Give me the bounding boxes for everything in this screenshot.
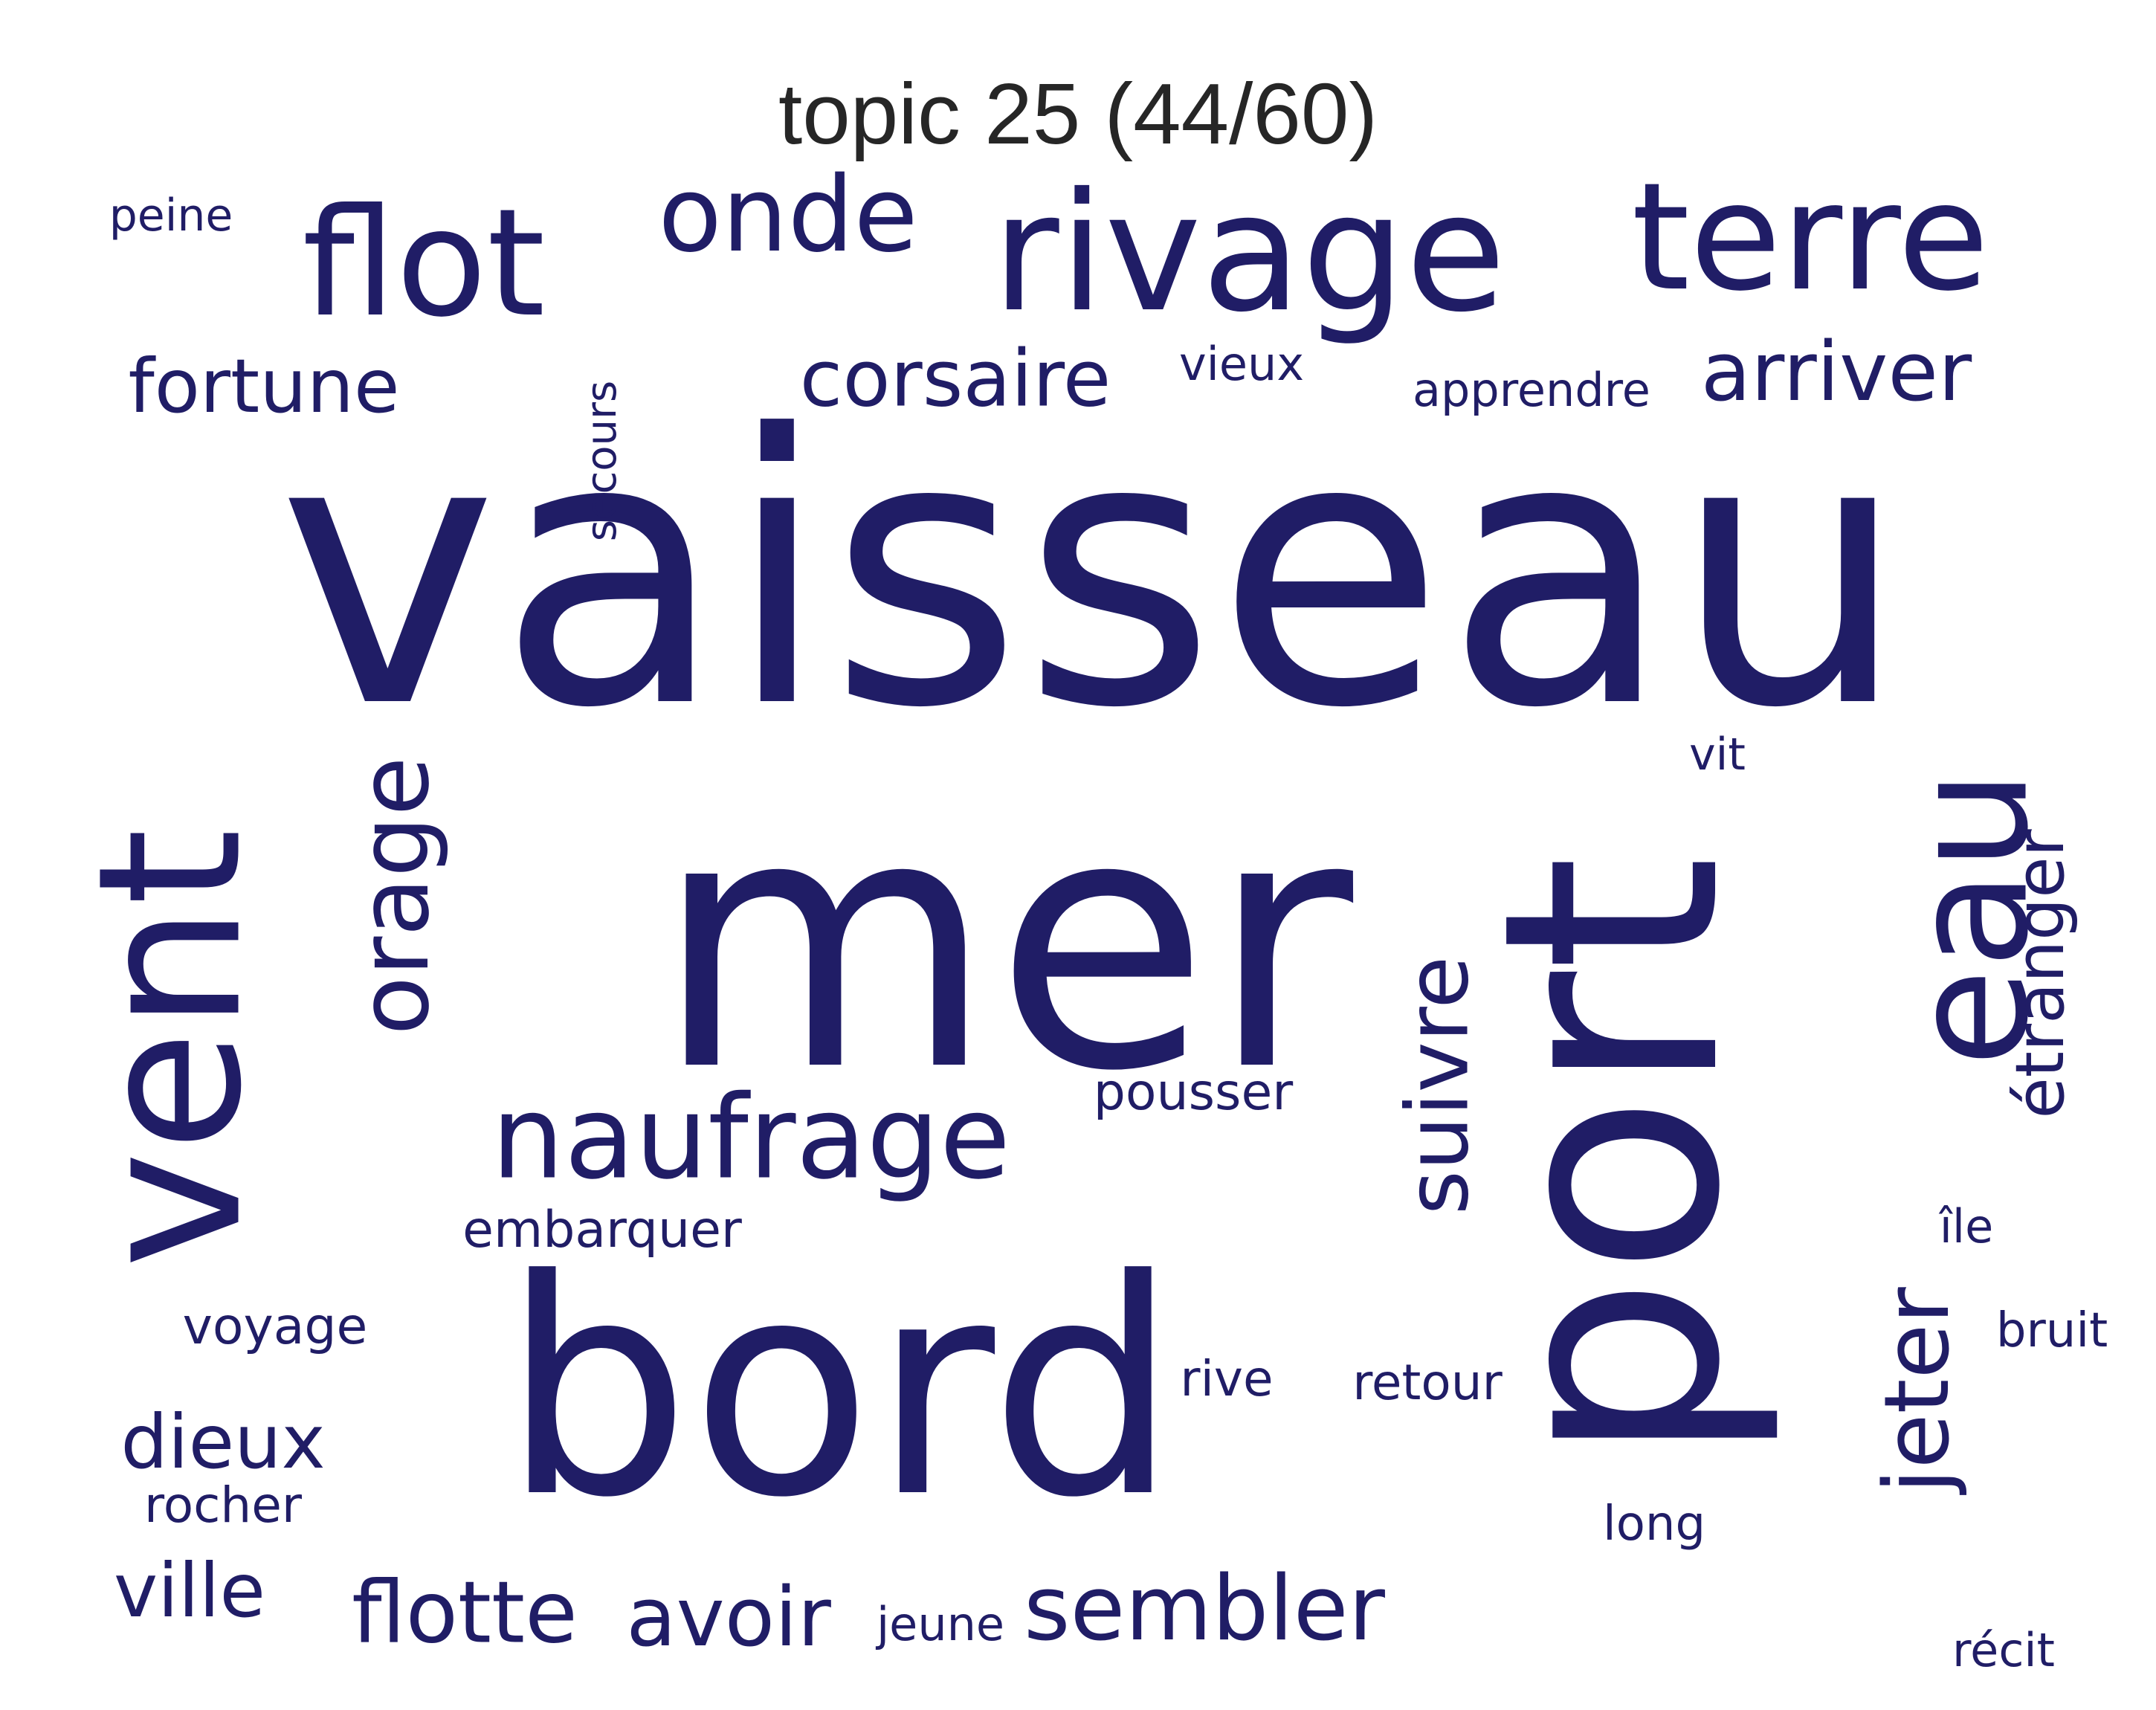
- word-sembler: sembler: [1024, 1558, 1385, 1661]
- word-suivre: suivre: [1388, 955, 1488, 1216]
- word-vaisseau: vaisseau: [277, 356, 1908, 789]
- word-bord: bord: [502, 1217, 1178, 1563]
- word-flotte: flotte: [352, 1563, 578, 1663]
- word-corsaire: corsaire: [799, 333, 1111, 425]
- word-rocher: rocher: [144, 1477, 302, 1534]
- word-ile: île: [1939, 1199, 1994, 1254]
- word-recit: récit: [1952, 1623, 2055, 1677]
- word-mer: mer: [653, 741, 1354, 1147]
- word-jeter: jeter: [1866, 1287, 1969, 1494]
- word-rive: rive: [1180, 1350, 1274, 1407]
- word-vieux: vieux: [1178, 337, 1305, 391]
- word-jeune: jeune: [876, 1597, 1005, 1651]
- word-ville: ville: [113, 1547, 266, 1634]
- word-peine: peine: [109, 190, 233, 242]
- word-vit: vit: [1689, 729, 1746, 781]
- page-title: topic 25 (44/60): [778, 65, 1378, 162]
- word-flot: flot: [302, 177, 546, 350]
- word-voyage: voyage: [182, 1297, 368, 1356]
- word-retour: retour: [1352, 1354, 1503, 1411]
- word-onde: onde: [658, 155, 918, 276]
- word-port: port: [1440, 855, 1786, 1465]
- word-long: long: [1602, 1497, 1706, 1552]
- word-dieux: dieux: [120, 1398, 326, 1485]
- word-fortune: fortune: [128, 343, 400, 430]
- word-orage: orage: [338, 756, 451, 1036]
- word-secours: secours: [578, 380, 626, 542]
- word-bruit: bruit: [1995, 1303, 2108, 1358]
- word-apprendre: apprendre: [1413, 363, 1650, 417]
- word-vent: vent: [56, 828, 285, 1268]
- word-embarquer: embarquer: [462, 1201, 742, 1259]
- word-arriver: arriver: [1700, 324, 1972, 419]
- word-avoir: avoir: [626, 1569, 831, 1665]
- word-pousser: pousser: [1093, 1063, 1294, 1122]
- word-terre: terre: [1631, 151, 1989, 324]
- word-rivage: rivage: [992, 158, 1506, 348]
- word-etranger: étranger: [2001, 829, 2079, 1119]
- word-naufrage: naufrage: [491, 1070, 1011, 1205]
